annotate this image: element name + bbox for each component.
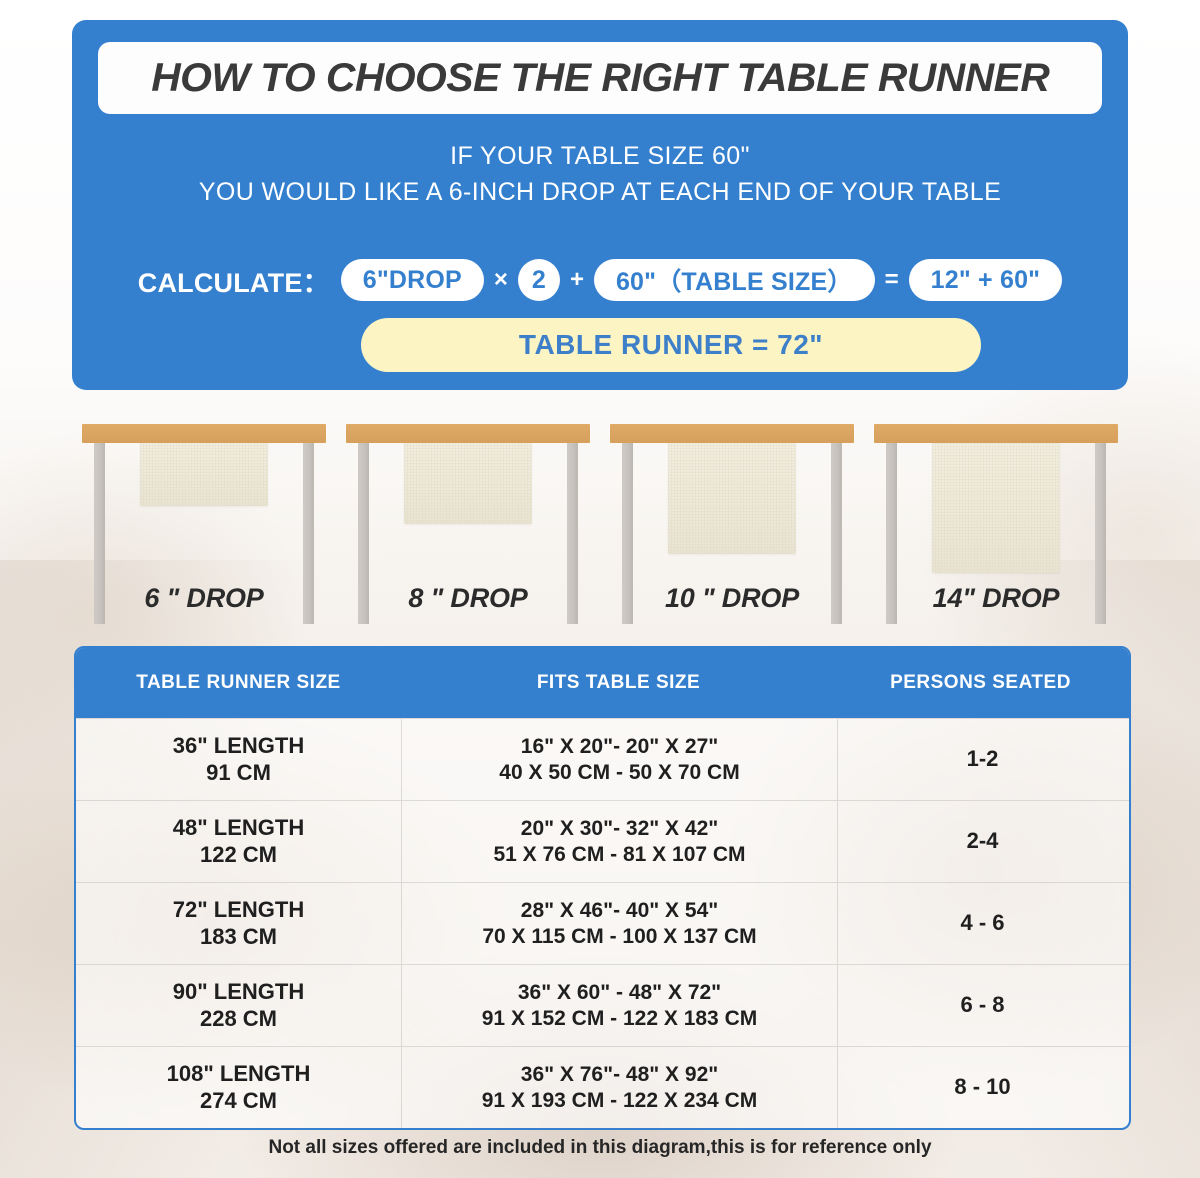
drop-illustration: 14" DROP xyxy=(864,424,1128,624)
equals-operator: = xyxy=(884,266,899,293)
runner-size-inches: 90" LENGTH xyxy=(172,978,305,1004)
drop-label: 10 " DROP xyxy=(664,583,800,613)
persons-seated-value: 2-4 xyxy=(966,828,999,854)
footer-disclaimer: Not all sizes offered are included in th… xyxy=(268,1137,932,1158)
title-plate: HOW TO CHOOSE THE RIGHT TABLE RUNNER xyxy=(98,42,1102,114)
drop-illustration: 8 " DROP xyxy=(336,424,600,624)
cell-persons-seated: 8 - 10 xyxy=(838,1047,1127,1128)
cell-fits-table: 20" X 30"- 32" X 42" 51 X 76 CM - 81 X 1… xyxy=(402,801,838,882)
table-leg-right-icon xyxy=(831,443,842,624)
cell-fits-table: 36" X 60" - 48" X 72" 91 X 152 CM - 122 … xyxy=(402,965,838,1046)
calculate-label: CALCULATE： xyxy=(137,267,330,298)
table-row: 90" LENGTH 228 CM 36" X 60" - 48" X 72" … xyxy=(76,964,1129,1046)
table-row: 48" LENGTH 122 CM 20" X 30"- 32" X 42" 5… xyxy=(76,800,1129,882)
cell-fits-table: 36" X 76"- 48" X 92" 91 X 193 CM - 122 X… xyxy=(402,1047,838,1128)
drop-illustration: 10 " DROP xyxy=(600,424,864,624)
drop-label: 8 " DROP xyxy=(408,583,528,613)
table-header-row: TABLE RUNNER SIZE FITS TABLE SIZE PERSON… xyxy=(76,648,1129,718)
fits-size-inches: 20" X 30"- 32" X 42" xyxy=(520,816,719,840)
table-row: 72" LENGTH 183 CM 28" X 46"- 40" X 54" 7… xyxy=(76,882,1129,964)
fits-size-cm: 51 X 76 CM - 81 X 107 CM xyxy=(493,842,746,866)
subtitle-line-2: YOU WOULD LIKE A 6-INCH DROP AT EACH END… xyxy=(198,178,1002,206)
runner-size-cm: 228 CM xyxy=(199,1005,278,1031)
table-leg-left-icon xyxy=(622,443,633,624)
table-row: 108" LENGTH 274 CM 36" X 76"- 48" X 92" … xyxy=(76,1046,1129,1128)
table-leg-right-icon xyxy=(567,443,578,624)
persons-seated-value: 1-2 xyxy=(966,746,999,772)
runner-size-inches: 72" LENGTH xyxy=(172,896,305,922)
cell-fits-table: 16" X 20"- 20" X 27" 40 X 50 CM - 50 X 7… xyxy=(402,719,838,800)
table-leg-left-icon xyxy=(886,443,897,624)
table-row: 36" LENGTH 91 CM 16" X 20"- 20" X 27" 40… xyxy=(76,718,1129,800)
sum-pill: 12" + 60" xyxy=(908,259,1063,301)
runner-size-inches: 36" LENGTH xyxy=(172,732,305,758)
table-leg-left-icon xyxy=(94,443,105,624)
table-leg-left-icon xyxy=(358,443,369,624)
persons-seated-value: 4 - 6 xyxy=(960,910,1005,936)
table-top-icon xyxy=(82,424,326,443)
multiply-operator: × xyxy=(493,266,508,293)
plus-operator: + xyxy=(569,266,584,293)
drop-illustration: 6 " DROP xyxy=(72,424,336,624)
runner-size-cm: 91 CM xyxy=(206,759,271,785)
runner-size-cm: 122 CM xyxy=(199,841,278,867)
result-pill: TABLE RUNNER = 72" xyxy=(361,318,981,372)
fits-size-cm: 91 X 193 CM - 122 X 234 CM xyxy=(481,1088,758,1112)
cell-persons-seated: 1-2 xyxy=(838,719,1127,800)
cell-runner-size: 48" LENGTH 122 CM xyxy=(76,801,402,882)
drop-label: 6 " DROP xyxy=(144,583,264,613)
subtitle-line-1: IF YOUR TABLE SIZE 60" xyxy=(450,142,750,170)
runner-size-cm: 183 CM xyxy=(199,923,278,949)
fits-size-inches: 28" X 46"- 40" X 54" xyxy=(520,898,719,922)
cell-fits-table: 28" X 46"- 40" X 54" 70 X 115 CM - 100 X… xyxy=(402,883,838,964)
table-runner-icon xyxy=(932,428,1060,573)
cell-persons-seated: 4 - 6 xyxy=(838,883,1127,964)
table-runner-icon xyxy=(668,428,796,554)
table-top-icon xyxy=(346,424,590,443)
cell-persons-seated: 6 - 8 xyxy=(838,965,1127,1046)
column-header-fits-table: FITS TABLE SIZE xyxy=(536,672,701,693)
calculation-row: CALCULATE： 6"DROP × 2 + 60"（TABLE SIZE） … xyxy=(72,252,1128,308)
fits-size-inches: 16" X 20"- 20" X 27" xyxy=(520,734,719,758)
cell-persons-seated: 2-4 xyxy=(838,801,1127,882)
persons-seated-value: 6 - 8 xyxy=(960,992,1005,1018)
fits-size-inches: 36" X 76"- 48" X 92" xyxy=(520,1062,719,1086)
column-header-runner-size: TABLE RUNNER SIZE xyxy=(136,672,341,693)
fits-size-cm: 40 X 50 CM - 50 X 70 CM xyxy=(499,760,740,784)
page-title: HOW TO CHOOSE THE RIGHT TABLE RUNNER xyxy=(150,55,1050,100)
column-header-persons: PERSONS SEATED xyxy=(890,672,1071,693)
fits-size-cm: 70 X 115 CM - 100 X 137 CM xyxy=(482,924,757,948)
fits-size-inches: 36" X 60" - 48" X 72" xyxy=(517,980,722,1004)
cell-runner-size: 72" LENGTH 183 CM xyxy=(76,883,402,964)
runner-size-cm: 274 CM xyxy=(199,1087,278,1113)
fits-size-cm: 91 X 152 CM - 122 X 183 CM xyxy=(481,1006,758,1030)
multiplier-pill: 2 xyxy=(517,259,560,301)
table-top-icon xyxy=(610,424,854,443)
result-text: TABLE RUNNER = 72" xyxy=(518,329,824,360)
table-leg-right-icon xyxy=(1095,443,1106,624)
drop-label: 14" DROP xyxy=(932,583,1060,613)
runner-size-inches: 48" LENGTH xyxy=(172,814,305,840)
drop-value-pill: 6"DROP xyxy=(340,259,484,301)
table-top-icon xyxy=(874,424,1118,443)
formula-panel: HOW TO CHOOSE THE RIGHT TABLE RUNNER IF … xyxy=(72,20,1128,390)
table-size-pill: 60"（TABLE SIZE） xyxy=(593,259,875,301)
drop-illustrations: 6 " DROP 8 " DROP 10 " DROP 14" DROP xyxy=(72,424,1128,624)
table-runner-icon xyxy=(404,428,532,524)
runner-size-inches: 108" LENGTH xyxy=(166,1060,311,1086)
size-chart-table: TABLE RUNNER SIZE FITS TABLE SIZE PERSON… xyxy=(74,646,1131,1130)
table-leg-right-icon xyxy=(303,443,314,624)
cell-runner-size: 36" LENGTH 91 CM xyxy=(76,719,402,800)
cell-runner-size: 108" LENGTH 274 CM xyxy=(76,1047,402,1128)
persons-seated-value: 8 - 10 xyxy=(954,1074,1011,1100)
cell-runner-size: 90" LENGTH 228 CM xyxy=(76,965,402,1046)
